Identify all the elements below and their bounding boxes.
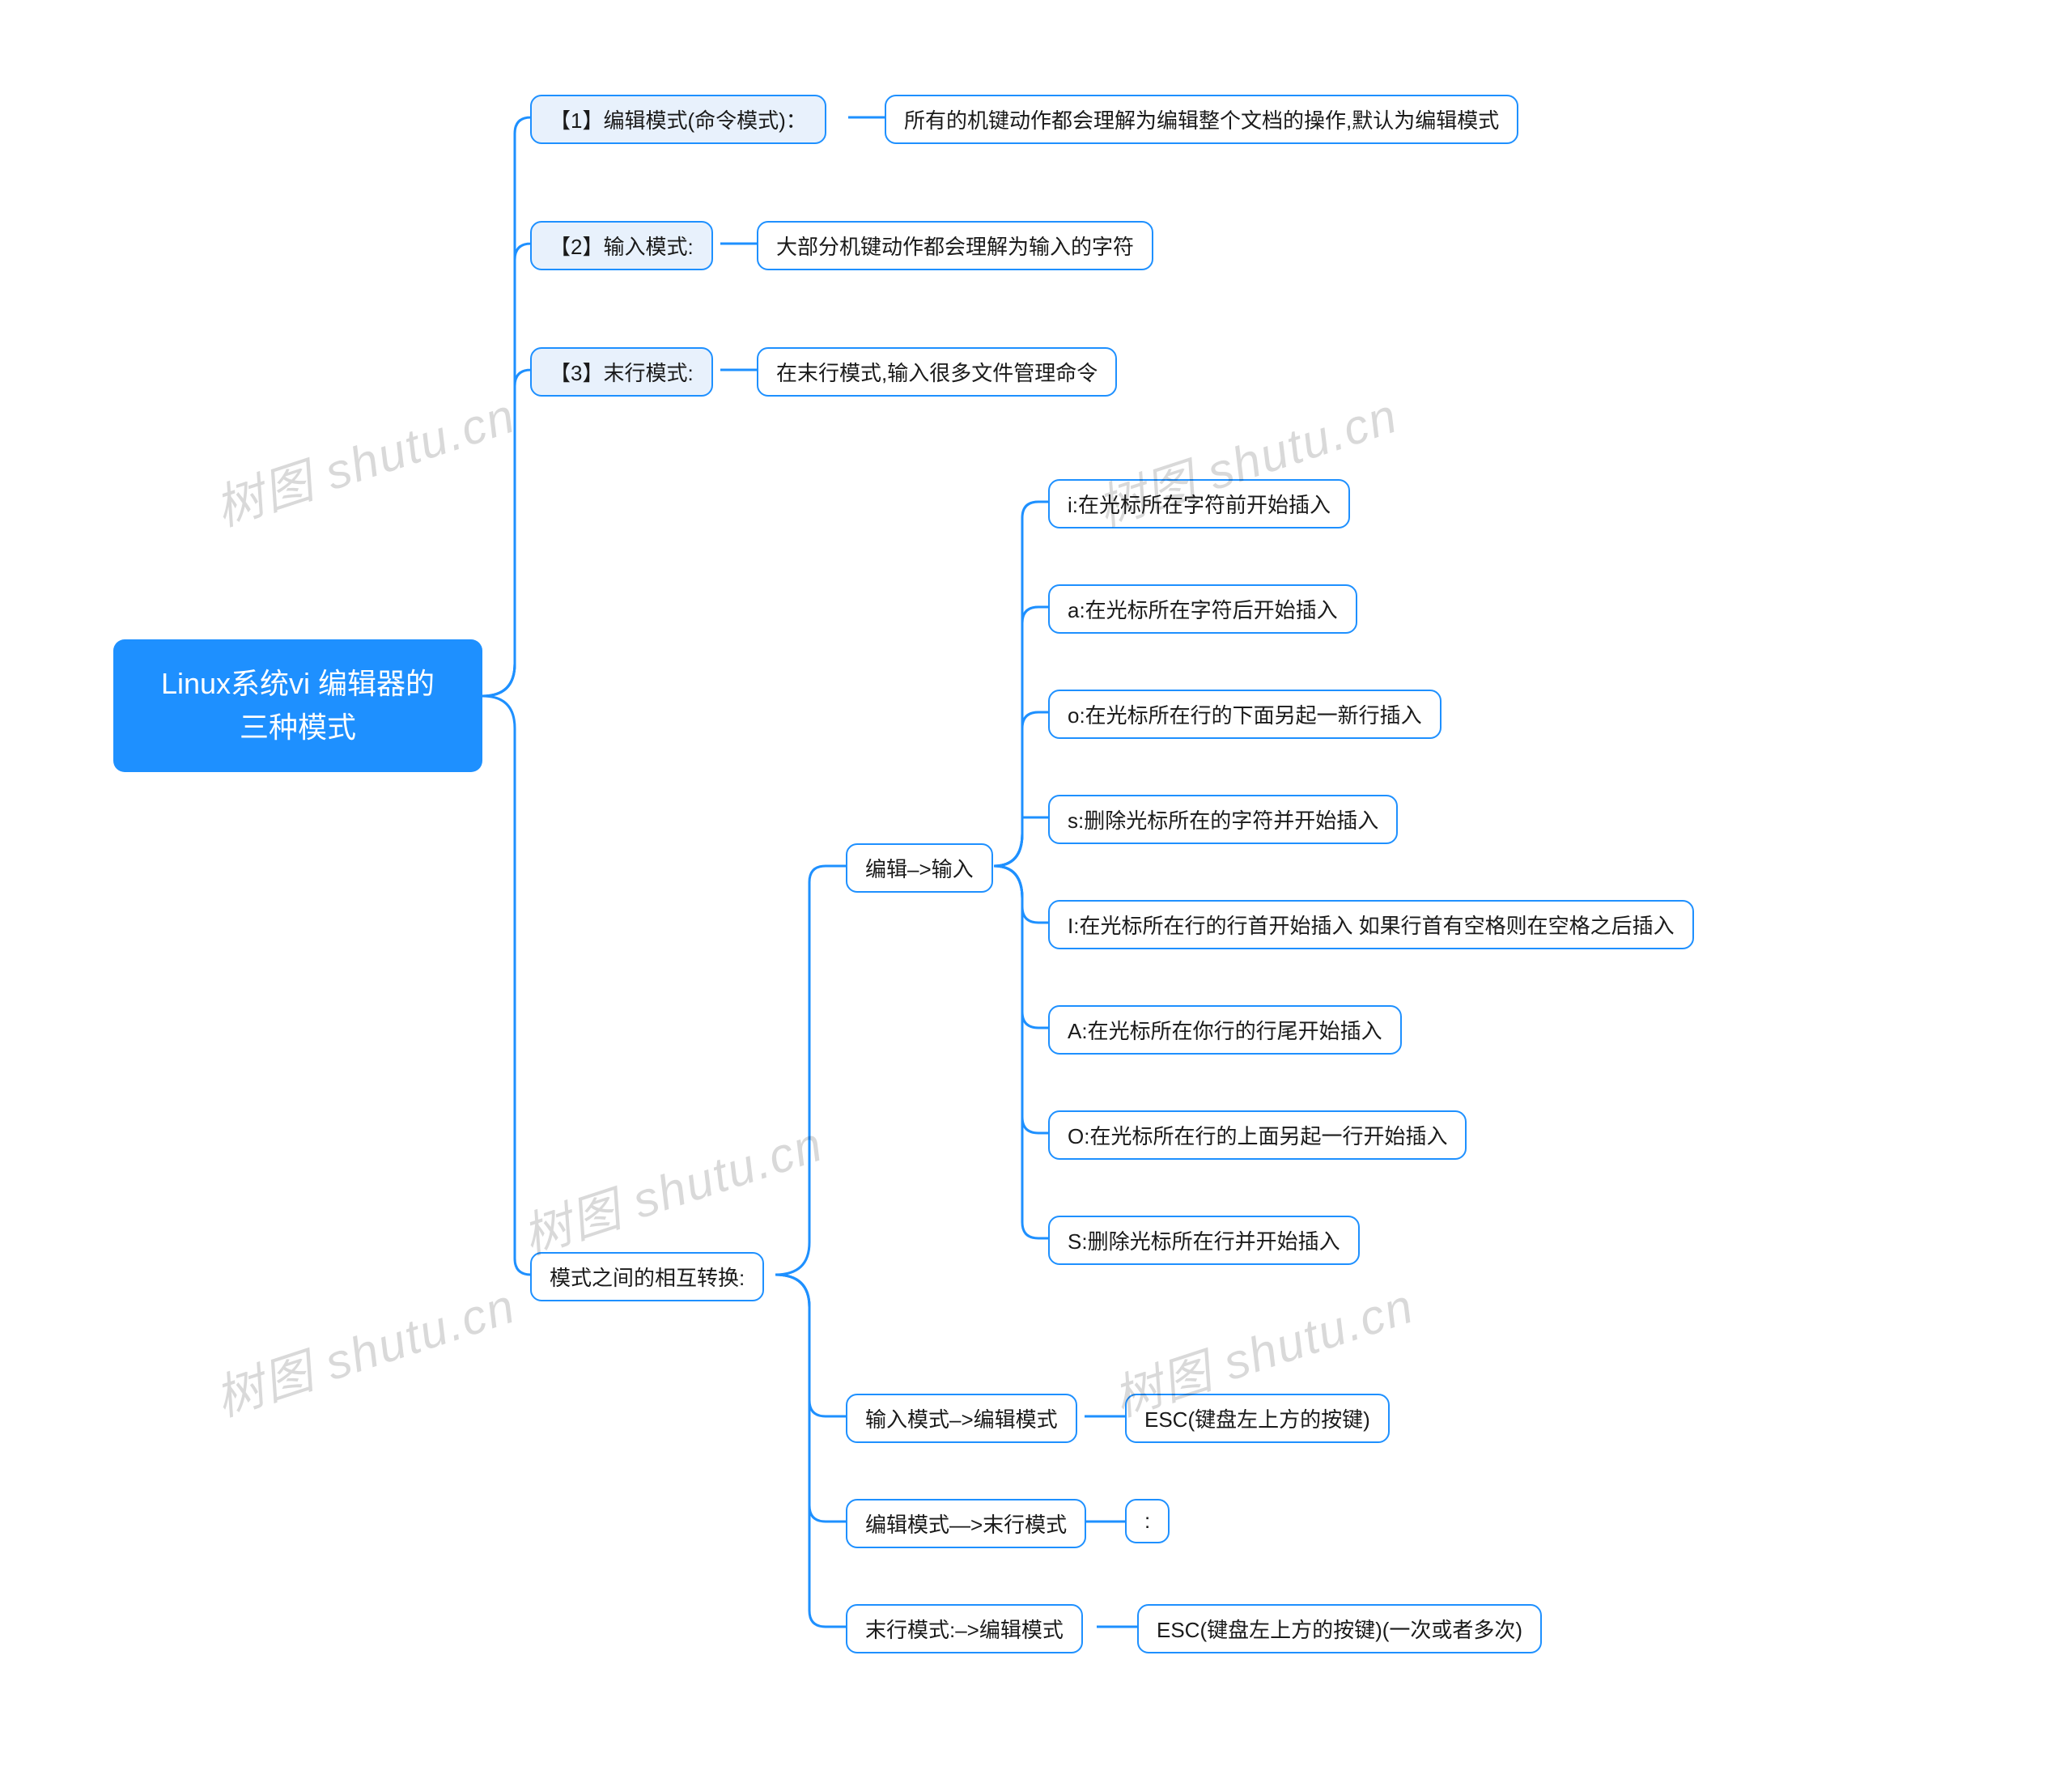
branch-2-desc: 大部分机键动作都会理解为输入的字符 xyxy=(757,221,1153,270)
branch-3-desc: 在末行模式,输入很多文件管理命令 xyxy=(757,347,1117,397)
branch-2-label: 【2】输入模式: xyxy=(550,231,694,261)
sub-edit-to-last: 编辑模式—>末行模式 xyxy=(846,1499,1086,1548)
item-o: o:在光标所在行的下面另起一新行插入 xyxy=(1048,690,1441,739)
item-i: i:在光标所在字符前开始插入 xyxy=(1048,479,1350,528)
sub-3-label: 编辑模式—>末行模式 xyxy=(865,1509,1067,1539)
root-line1: Linux系统vi 编辑器的 xyxy=(161,662,435,706)
branch-1-label: 【1】编辑模式(命令模式)： xyxy=(550,104,807,134)
branch-4-label: 模式之间的相互转换: xyxy=(550,1262,745,1292)
item-i-text: i:在光标所在字符前开始插入 xyxy=(1068,489,1331,519)
item-cap-i: I:在光标所在行的行首开始插入 如果行首有空格则在空格之后插入 xyxy=(1048,900,1694,949)
item-cap-a-text: A:在光标所在你行的行尾开始插入 xyxy=(1068,1015,1382,1045)
sub-4-desc: ESC(键盘左上方的按键)(一次或者多次) xyxy=(1137,1604,1542,1653)
sub-4-desc-text: ESC(键盘左上方的按键)(一次或者多次) xyxy=(1157,1614,1522,1644)
item-cap-o-text: O:在光标所在行的上面另起一行开始插入 xyxy=(1068,1120,1447,1150)
item-cap-s-text: S:删除光标所在行并开始插入 xyxy=(1068,1225,1340,1255)
branch-1-desc-text: 所有的机键动作都会理解为编辑整个文档的操作,默认为编辑模式 xyxy=(904,104,1499,134)
mindmap-canvas: Linux系统vi 编辑器的 三种模式 【1】编辑模式(命令模式)： 所有的机键… xyxy=(0,0,2072,1770)
watermark: 树图 shutu.cn xyxy=(205,376,524,540)
item-s: s:删除光标所在的字符并开始插入 xyxy=(1048,795,1398,844)
item-a: a:在光标所在字符后开始插入 xyxy=(1048,584,1357,634)
watermark: 树图 shutu.cn xyxy=(205,1267,524,1430)
sub-2-label: 输入模式–>编辑模式 xyxy=(865,1403,1058,1433)
sub-edit-to-input: 编辑–>输入 xyxy=(846,843,993,893)
root-node: Linux系统vi 编辑器的 三种模式 xyxy=(113,639,482,772)
item-a-text: a:在光标所在字符后开始插入 xyxy=(1068,594,1338,624)
sub-3-desc: : xyxy=(1125,1499,1170,1543)
item-cap-a: A:在光标所在你行的行尾开始插入 xyxy=(1048,1005,1402,1055)
item-cap-s: S:删除光标所在行并开始插入 xyxy=(1048,1216,1360,1265)
sub-last-to-edit: 末行模式:–>编辑模式 xyxy=(846,1604,1083,1653)
branch-2-desc-text: 大部分机键动作都会理解为输入的字符 xyxy=(776,231,1134,261)
branch-2: 【2】输入模式: xyxy=(530,221,713,270)
item-s-text: s:删除光标所在的字符并开始插入 xyxy=(1068,804,1378,834)
branch-3-desc-text: 在末行模式,输入很多文件管理命令 xyxy=(776,357,1098,387)
item-cap-i-text: I:在光标所在行的行首开始插入 如果行首有空格则在空格之后插入 xyxy=(1068,910,1675,940)
item-cap-o: O:在光标所在行的上面另起一行开始插入 xyxy=(1048,1110,1467,1160)
branch-1: 【1】编辑模式(命令模式)： xyxy=(530,95,826,144)
sub-4-label: 末行模式:–>编辑模式 xyxy=(865,1614,1064,1644)
sub-2-desc: ESC(键盘左上方的按键) xyxy=(1125,1394,1390,1443)
branch-1-desc: 所有的机键动作都会理解为编辑整个文档的操作,默认为编辑模式 xyxy=(885,95,1518,144)
sub-input-to-edit: 输入模式–>编辑模式 xyxy=(846,1394,1077,1443)
branch-3-label: 【3】末行模式: xyxy=(550,357,694,387)
watermark: 树图 shutu.cn xyxy=(512,1105,831,1268)
sub-2-desc-text: ESC(键盘左上方的按键) xyxy=(1144,1403,1370,1433)
sub-3-desc-text: : xyxy=(1144,1509,1150,1534)
branch-4: 模式之间的相互转换: xyxy=(530,1252,764,1301)
root-line2: 三种模式 xyxy=(161,706,435,749)
sub-1-label: 编辑–>输入 xyxy=(865,853,974,883)
branch-3: 【3】末行模式: xyxy=(530,347,713,397)
item-o-text: o:在光标所在行的下面另起一新行插入 xyxy=(1068,699,1422,729)
